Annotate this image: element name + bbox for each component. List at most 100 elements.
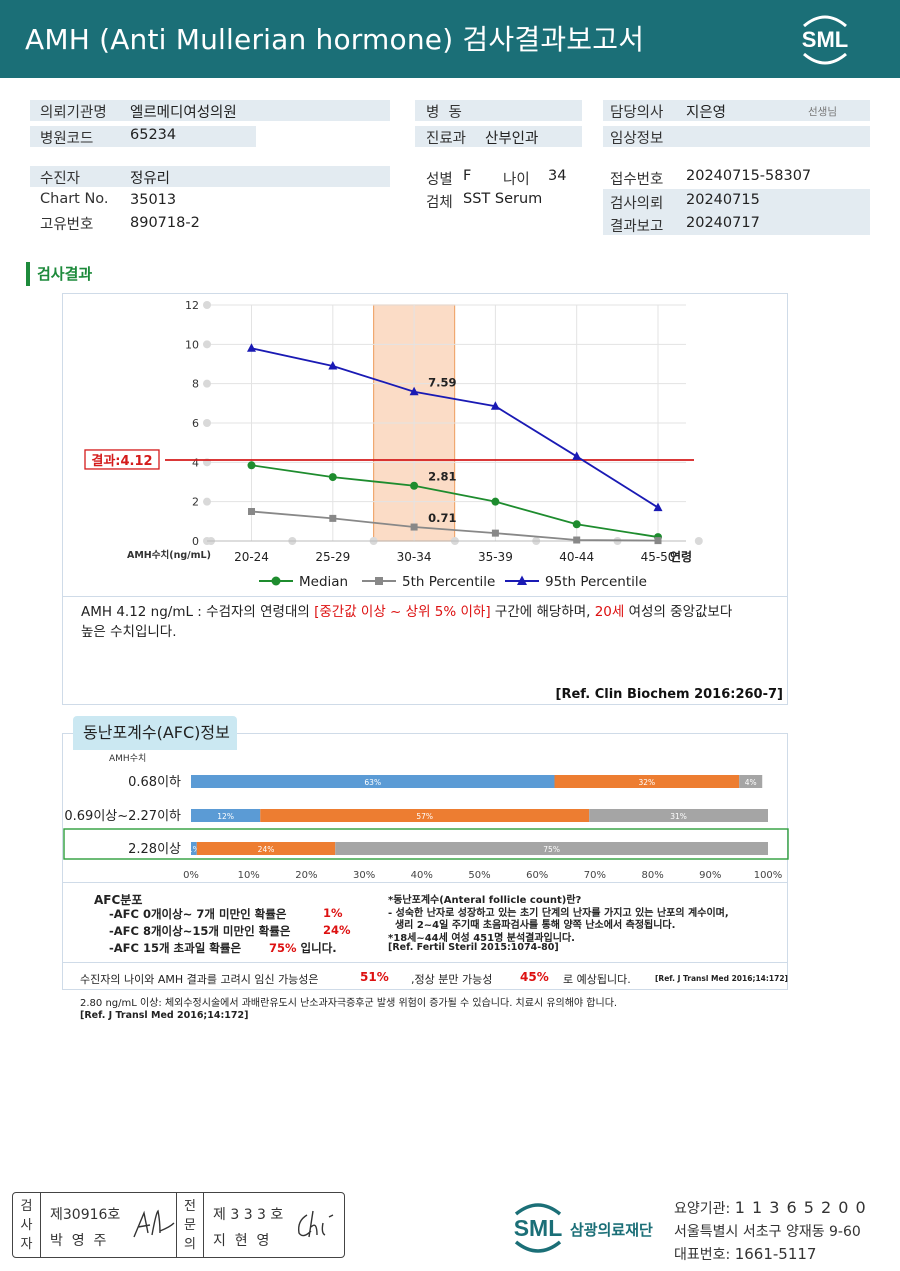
afc-x-tick: 10%: [238, 870, 260, 881]
doctor-value: 지은영: [686, 105, 727, 121]
afc-bar-label: 24%: [258, 845, 275, 854]
interp-part: 구간에 해당하며,: [490, 604, 595, 620]
afc-bar-label: 31%: [670, 812, 687, 821]
afc-dist-1-value: 1%: [323, 906, 343, 920]
series-point: [409, 386, 419, 396]
foundation-code: 요양기관: 1 1 3 6 5 2 0 0: [674, 1198, 867, 1217]
afc-row-highlight: [63, 828, 789, 860]
series-point: [491, 497, 500, 506]
afc-bar-segment: [191, 809, 261, 822]
afc-tab: 동난포계수(AFC)정보: [73, 716, 237, 750]
afc-row-label: 2.28이상: [128, 842, 181, 857]
afc-bar-segment: [554, 775, 740, 788]
afc-bar-label: 63%: [364, 778, 381, 787]
afc-x-tick: 80%: [641, 870, 663, 881]
x-tick-label: 35-39: [478, 550, 513, 564]
series-point: [410, 481, 419, 490]
clinical-label: 임상정보: [610, 131, 664, 147]
report-header: AMH (Anti Mullerian hormone) 검사결과보고서 SML: [0, 0, 900, 78]
x-tick-label: 45-50: [641, 550, 676, 564]
receipt-value: 20240715-58307: [686, 168, 812, 184]
interp-age: 20세: [594, 604, 625, 620]
info-band: [415, 100, 582, 121]
section-title: 검사결과: [26, 262, 92, 286]
info-band: [415, 126, 582, 147]
series-point: [247, 343, 256, 352]
afc-x-tick: 0%: [183, 870, 199, 881]
afc-bar-label: 12%: [217, 812, 234, 821]
afc-bar-segment: [589, 809, 768, 822]
patient-label: 수진자: [40, 171, 81, 187]
interp-part: AMH 4.12 ng/mL : 수검자의 연령대의: [81, 604, 315, 620]
y-axis-label: AMH수치(ng/mL): [127, 549, 211, 561]
afc-bar-segment: [191, 842, 197, 855]
legend-label: 95th Percentile: [545, 574, 647, 590]
institution-label: 의뢰기관명: [40, 105, 107, 121]
receipt-label: 접수번호: [610, 172, 664, 188]
inspector-name: 박 영 주: [50, 1233, 107, 1249]
report-title: AMH (Anti Mullerian hormone) 검사결과보고서: [25, 23, 645, 56]
sml-logo-text: SML: [802, 27, 848, 52]
inspector-signature-icon: [133, 1209, 175, 1238]
afc-def-3: *18세~44세 여성 451명 분석결과입니다.: [388, 933, 575, 944]
info-band: [30, 166, 390, 187]
series-point: [573, 536, 581, 544]
ward-label: 병 동: [426, 105, 462, 121]
result-label: 결과:4.12: [91, 453, 152, 469]
series-point: [328, 473, 337, 482]
afc-note-panel: AFC분포 -AFC 0개이상~ 7개 미만인 확률은 1% -AFC 8개이상…: [62, 883, 788, 963]
afc-x-tick: 40%: [411, 870, 433, 881]
pregnancy-text-1: 수진자의 나이와 AMH 결과를 고려시 임신 가능성은: [80, 973, 319, 986]
specimen-label: 검체: [426, 195, 453, 211]
sex-label: 성별: [426, 172, 453, 188]
afc-x-tick: 30%: [353, 870, 375, 881]
sml-logo: SML: [802, 15, 848, 65]
age-label: 나이: [503, 172, 530, 188]
series-point: [410, 523, 418, 531]
doctor-label: 담당의사: [610, 105, 664, 121]
y-tick-label: 4: [192, 456, 199, 469]
foundation-logo: SML: [514, 1203, 563, 1253]
afc-x-tick: 60%: [526, 870, 548, 881]
dept-value: 산부인과: [485, 131, 539, 147]
warning-text: 2.80 ng/mL 이상: 체외수정시술에서 과배란유도시 난소과자극증후군 …: [80, 998, 618, 1009]
x-tick-label: 30-34: [397, 550, 432, 564]
chart-no-value: 35013: [130, 192, 177, 208]
afc-dist-2: -AFC 8개이상~15개 미만인 확률은: [109, 924, 291, 938]
unique-no-value: 890718-2: [130, 215, 200, 231]
report-date-value: 20240717: [686, 215, 760, 231]
doctor-suffix: 선생님: [808, 106, 837, 118]
info-band: [30, 126, 256, 147]
info-band: [603, 189, 870, 235]
series-point: [329, 514, 337, 522]
y-tick-label: 6: [192, 417, 199, 430]
series-point: [490, 401, 500, 410]
sex-value: F: [463, 168, 472, 184]
afc-bar-label: 32%: [638, 778, 655, 787]
specialist-no: 제 3 3 3 호: [213, 1207, 284, 1223]
series-line: [251, 510, 659, 542]
y-tick-dot: [203, 340, 211, 349]
afc-x-tick: 100%: [754, 870, 783, 881]
legend-label: Median: [299, 574, 348, 590]
point-label: 0.71: [428, 511, 456, 525]
afc-bar-label: 4%: [745, 778, 757, 787]
x-axis-label: 연령: [670, 549, 692, 564]
afc-bar-label: 57%: [416, 812, 433, 821]
info-band: [603, 100, 870, 121]
afc-dist-title: AFC분포: [94, 893, 143, 907]
chart-no-label: Chart No.: [40, 191, 109, 207]
y-tick-label: 12: [185, 299, 199, 312]
patient-value: 정유리: [130, 171, 171, 187]
afc-dist-1: -AFC 0개이상~ 7개 미만인 확률은: [109, 907, 287, 921]
x-tick-label: 25-29: [315, 550, 350, 564]
foundation-logo-text: SML: [514, 1215, 563, 1241]
pregnancy-value-2: 45%: [520, 970, 549, 984]
foundation-name: 삼광의료재단: [570, 1221, 653, 1239]
amh-chart: 0 2 4 6 8 10 12 20-24 25-29 30-34 35-39 40-44 45-50연…: [84, 299, 703, 590]
afc-dist-2-value: 24%: [323, 923, 351, 937]
hospital-code-value: 65234: [130, 127, 177, 143]
result-badge: [84, 449, 160, 470]
pregnancy-panel: [62, 963, 788, 990]
